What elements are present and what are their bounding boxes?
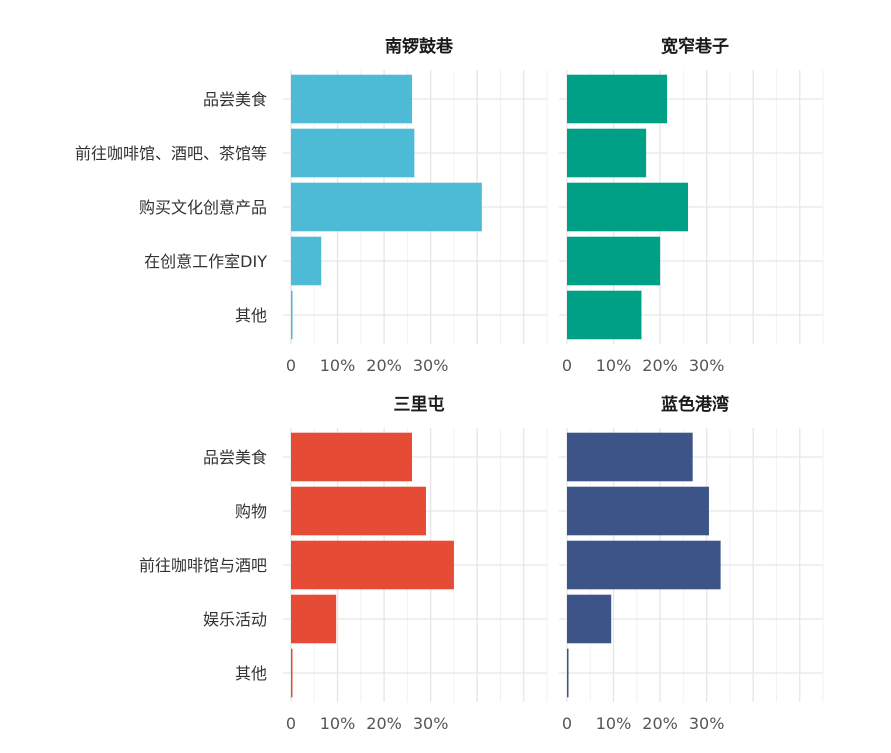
bar-购买文化创意产品 (291, 182, 482, 232)
category-label: 购物 (235, 502, 267, 521)
bar-前往咖啡馆与酒吧 (567, 540, 721, 590)
x-tick-label: 20% (366, 356, 402, 375)
bar-在创意工作室DIY (567, 236, 661, 286)
x-tick-label: 0 (286, 714, 296, 733)
bar-娱乐活动 (291, 594, 337, 644)
x-tick-label: 10% (320, 356, 356, 375)
x-tick-label: 20% (366, 714, 402, 733)
category-label: 前往咖啡馆与酒吧 (139, 556, 267, 575)
bar-前往咖啡馆与酒吧 (291, 540, 454, 590)
bar-娱乐活动 (567, 594, 612, 644)
x-tick-label: 20% (642, 356, 678, 375)
panel-2: 宽窄巷子 0 10% 20% 30% (559, 36, 824, 375)
bar-其他 (567, 290, 642, 340)
bar-前往咖啡馆、酒吧、茶馆等 (291, 128, 415, 178)
panel-title: 南锣鼓巷 (385, 36, 454, 57)
x-tick-label: 30% (689, 356, 725, 375)
bar-品尝美食 (567, 74, 668, 124)
x-tick-label: 0 (562, 714, 572, 733)
panel-4: 蓝色港湾 0 10% 20% 30% (559, 394, 824, 733)
category-label: 前往咖啡馆、酒吧、茶馆等 (75, 144, 267, 163)
bar-品尝美食 (291, 74, 413, 124)
bar-前往咖啡馆、酒吧、茶馆等 (567, 128, 647, 178)
x-tick-label: 20% (642, 714, 678, 733)
category-label: 其他 (235, 306, 267, 325)
bar-购物 (567, 486, 709, 536)
bar-品尝美食 (567, 432, 693, 482)
x-tick-label: 30% (689, 714, 725, 733)
bar-其他 (291, 290, 293, 340)
category-label: 品尝美食 (203, 90, 267, 109)
x-tick-label: 10% (596, 714, 632, 733)
category-label: 娱乐活动 (203, 610, 267, 629)
bar-购物 (291, 486, 426, 536)
x-tick-label: 30% (413, 714, 449, 733)
panel-title: 蓝色港湾 (661, 394, 729, 415)
x-tick-label: 0 (286, 356, 296, 375)
panel-title: 三里屯 (394, 394, 445, 415)
x-tick-label: 10% (320, 714, 356, 733)
bar-品尝美食 (291, 432, 413, 482)
x-tick-label: 0 (562, 356, 572, 375)
category-label: 品尝美食 (203, 448, 267, 467)
x-tick-label: 30% (413, 356, 449, 375)
bar-购买文化创意产品 (567, 182, 689, 232)
category-label: 其他 (235, 664, 267, 683)
category-label: 购买文化创意产品 (139, 198, 267, 217)
bar-其他 (567, 648, 569, 698)
bar-在创意工作室DIY (291, 236, 322, 286)
x-tick-label: 10% (596, 356, 632, 375)
category-label: 在创意工作室DIY (144, 252, 267, 271)
bar-其他 (291, 648, 293, 698)
panel-title: 宽窄巷子 (661, 36, 729, 57)
